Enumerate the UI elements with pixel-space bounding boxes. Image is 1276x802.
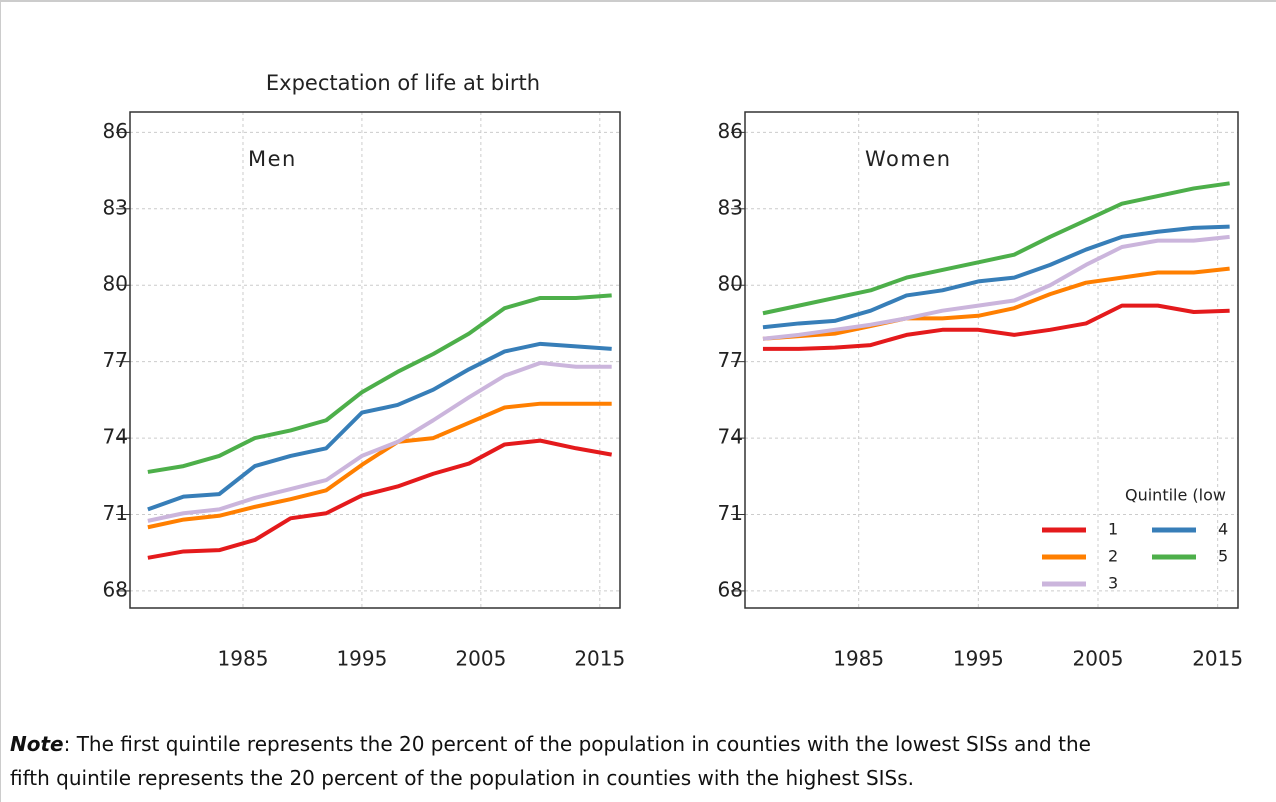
- y-tick-label: 83: [103, 195, 128, 219]
- x-tick-label: 1995: [336, 647, 387, 671]
- y-tick-label: 77: [103, 348, 128, 372]
- series-line: [762, 234, 1230, 341]
- legend-label: 1: [1108, 520, 1118, 539]
- y-tick-label: 77: [718, 348, 743, 372]
- series-line: [147, 341, 612, 512]
- chart-title: Expectation of life at birth: [266, 71, 540, 95]
- legend-label: 4: [1218, 520, 1228, 539]
- note-line: fifth quintile represents the 20 percent…: [10, 766, 915, 790]
- y-tick-label: 86: [718, 119, 743, 143]
- x-tick-label: 2015: [1192, 647, 1243, 671]
- y-tick-label: 74: [103, 425, 128, 449]
- legend-label: 5: [1218, 547, 1228, 566]
- legend-title: Quintile (low: [1125, 486, 1226, 505]
- legend: Quintile (low 1 2 3 4 5: [1042, 486, 1228, 593]
- note-text: : The first quintile represents the 20 p…: [63, 732, 1091, 756]
- x-tick-label: 1985: [218, 647, 269, 671]
- series-line: [762, 266, 1230, 341]
- panel-title: Men: [248, 147, 297, 171]
- series-line: [762, 303, 1230, 351]
- y-tick-label: 68: [718, 577, 743, 601]
- note-label: Note: [10, 732, 64, 756]
- chart: Expectation of life at birth 68 71 74 77 80 8…: [103, 71, 1244, 671]
- series-line: [147, 401, 612, 530]
- x-tick-label: 2015: [574, 647, 625, 671]
- x-tick-label: 2005: [1073, 647, 1124, 671]
- note-line: Note: The first quintile represents the …: [10, 732, 1091, 756]
- series-line: [147, 438, 613, 560]
- legend-label: 2: [1108, 547, 1118, 566]
- plot-frame: [744, 111, 1239, 609]
- x-tick-label: 1985: [833, 647, 884, 671]
- y-tick-label: 74: [718, 425, 743, 449]
- legend-label: 3: [1108, 574, 1118, 593]
- y-tick-label: 86: [103, 119, 128, 143]
- x-tick-label: 2005: [455, 647, 506, 671]
- x-tick-label: 1995: [953, 647, 1004, 671]
- y-tick-label: 80: [718, 272, 743, 296]
- y-tick-label: 71: [103, 501, 128, 525]
- y-tick-label: 68: [103, 577, 128, 601]
- series-line: [762, 181, 1230, 316]
- y-tick-label: 83: [718, 195, 743, 219]
- plot-frame: [129, 111, 621, 609]
- panel-title: Women: [865, 147, 952, 171]
- y-tick-label: 71: [718, 501, 743, 525]
- series-line: [147, 293, 612, 474]
- series-line: [762, 224, 1230, 330]
- y-tick-label: 80: [103, 272, 128, 296]
- series-line: [147, 360, 612, 523]
